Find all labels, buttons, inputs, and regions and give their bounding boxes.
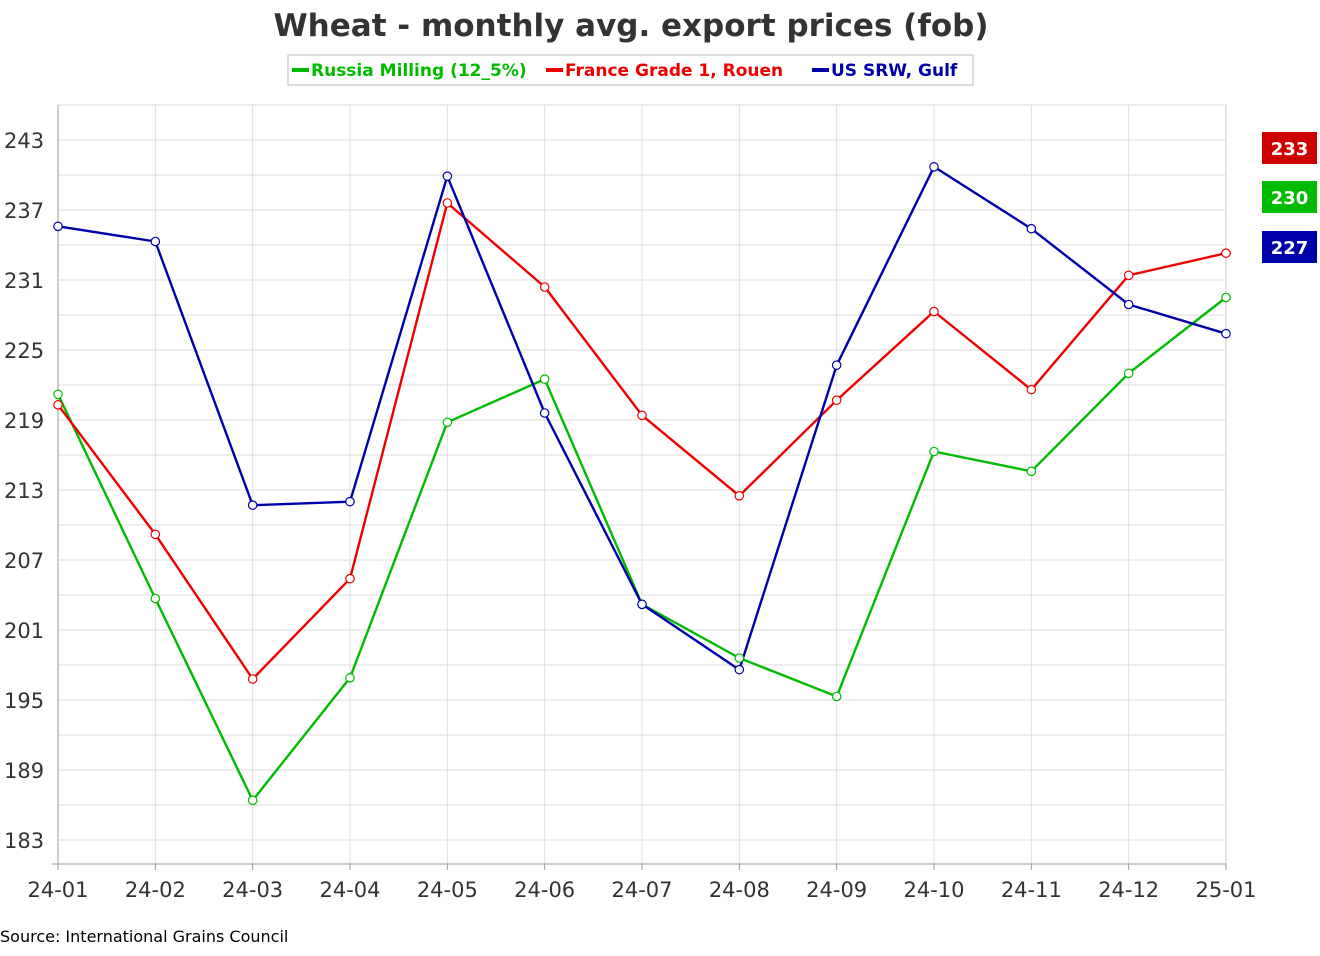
y-tick-label: 225: [4, 339, 44, 363]
data-point: [1123, 368, 1134, 379]
x-tick-label: 24-01: [27, 878, 88, 902]
data-point: [929, 446, 939, 457]
y-tick-label: 213: [4, 479, 44, 503]
value-badge-label: 227: [1271, 238, 1309, 259]
x-tick-label: 24-07: [611, 878, 672, 902]
data-point: [539, 282, 550, 292]
data-point: [734, 491, 745, 501]
data-point: [929, 306, 939, 317]
data-point: [247, 500, 258, 510]
data-point: [1026, 384, 1037, 395]
x-tick-label: 24-08: [709, 878, 770, 902]
data-point: [637, 599, 647, 610]
data-point: [345, 496, 355, 507]
series-points: [53, 162, 1231, 806]
x-tick-label: 24-09: [806, 878, 867, 902]
legend-entry: US SRW, Gulf: [831, 61, 958, 81]
x-tick-label: 24-06: [514, 878, 575, 902]
x-tick-label: 24-10: [903, 878, 964, 902]
data-point: [831, 360, 842, 370]
y-tick-label: 243: [4, 129, 44, 153]
y-tick-label: 207: [4, 549, 44, 573]
x-tick-label: 24-05: [417, 878, 478, 902]
grid: [57, 104, 1227, 865]
data-point: [1123, 270, 1134, 281]
data-point: [929, 162, 939, 172]
value-badge: [1262, 231, 1317, 263]
legend-box: [287, 54, 974, 86]
x-tick-label: 24-04: [319, 878, 380, 902]
data-point: [247, 674, 258, 684]
x-tick-label: 24-11: [1001, 878, 1062, 902]
data-point: [442, 417, 453, 428]
source-note: Source: International Grains Council: [0, 927, 288, 946]
data-point: [1026, 223, 1037, 234]
x-tick-label: 24-02: [125, 878, 186, 902]
data-point: [53, 221, 63, 232]
data-point: [345, 573, 355, 584]
data-point: [539, 408, 550, 418]
value-badge: [1262, 132, 1317, 164]
data-point: [247, 795, 258, 806]
y-tick-label: 201: [4, 619, 44, 643]
x-tick-label: 24-03: [222, 878, 283, 902]
legend-entry: Russia Milling (12_5%): [311, 61, 527, 81]
data-point: [831, 395, 842, 405]
chart-title: Wheat - monthly avg. export prices (fob): [273, 8, 988, 44]
data-point: [1221, 328, 1231, 339]
y-tick-label: 219: [4, 409, 44, 433]
y-tick-label: 231: [4, 269, 44, 293]
data-point: [831, 691, 842, 702]
data-point: [1123, 299, 1134, 310]
value-badge: [1262, 181, 1317, 213]
legend-entry: France Grade 1, Rouen: [565, 61, 783, 81]
data-point: [1221, 292, 1231, 303]
data-point: [1221, 248, 1231, 258]
data-point: [539, 374, 550, 384]
data-point: [734, 664, 745, 675]
data-point: [345, 673, 355, 683]
legend: Russia Milling (12_5%) France Grade 1, Ro…: [287, 54, 974, 86]
x-tick-label: 24-12: [1098, 878, 1159, 902]
value-badge-label: 233: [1271, 139, 1309, 160]
data-point: [53, 400, 63, 410]
data-point: [734, 653, 745, 663]
y-tick-label: 183: [4, 829, 44, 853]
data-point: [150, 529, 161, 540]
value-badges: 233 230 227: [1262, 132, 1317, 263]
y-tick-label: 237: [4, 199, 44, 223]
x-tick-label: 25-01: [1195, 878, 1256, 902]
value-badge-label: 230: [1271, 188, 1309, 209]
data-point: [53, 389, 63, 400]
data-point: [150, 593, 161, 604]
y-tick-label: 189: [4, 759, 44, 783]
data-point: [442, 198, 453, 208]
data-point: [637, 410, 647, 421]
y-tick-label: 195: [4, 689, 44, 713]
axes: 183 189 195 201 207 213 219 225 231 237 243 24-01 24…: [4, 105, 1257, 902]
data-point: [1026, 466, 1037, 477]
data-point: [150, 236, 161, 247]
data-point: [442, 171, 453, 181]
